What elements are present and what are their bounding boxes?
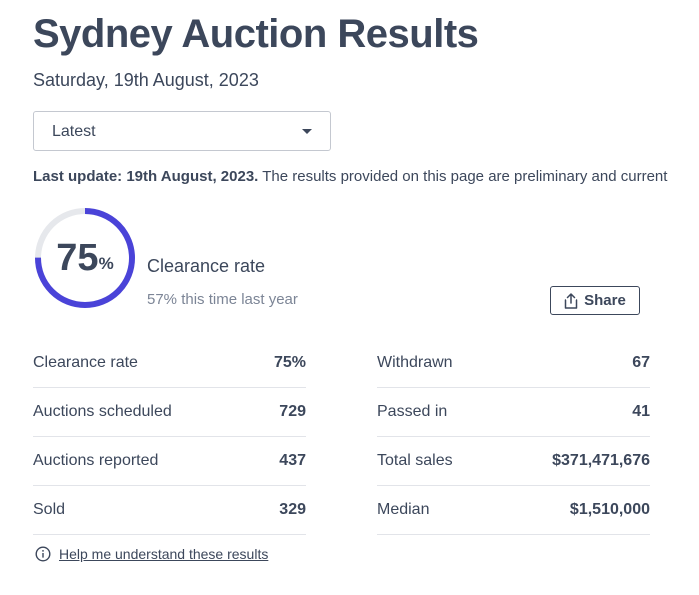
select-value: Latest	[52, 123, 96, 140]
stat-value: 41	[632, 403, 650, 420]
stat-row-clearance-rate: Clearance rate 75%	[33, 339, 306, 388]
last-update-note: Last update: 19th August, 2023. The resu…	[33, 168, 699, 185]
clearance-rate-label: Clearance rate	[147, 256, 266, 276]
stat-value: 329	[279, 501, 306, 518]
share-label: Share	[584, 292, 626, 309]
stats-table-right: Withdrawn 67 Passed in 41 Total sales $3…	[377, 339, 650, 535]
stat-row-sold: Sold 329	[33, 486, 306, 535]
stat-value: 75%	[273, 354, 306, 371]
stat-label: Auctions reported	[33, 452, 159, 469]
stats-table-left: Clearance rate 75% Auctions scheduled 72…	[33, 339, 306, 535]
clearance-rate-gauge	[35, 208, 135, 308]
help-link[interactable]: Help me understand these results	[35, 546, 268, 562]
info-icon	[35, 546, 51, 562]
stat-row-median: Median $1,510,000	[377, 486, 650, 535]
gauge-number: 75	[56, 236, 99, 279]
share-button[interactable]: Share	[550, 286, 640, 315]
stat-label: Median	[377, 501, 430, 518]
results-period-select[interactable]: Latest	[33, 111, 331, 151]
stat-row-auctions-reported: Auctions reported 437	[33, 437, 306, 486]
gauge-unit: %	[98, 254, 114, 273]
stat-label: Passed in	[377, 403, 448, 420]
stat-label: Sold	[33, 501, 66, 518]
last-year-comparison: 57% this time last year	[147, 291, 298, 308]
stat-row-passed-in: Passed in 41	[377, 388, 650, 437]
page-title: Sydney Auction Results	[33, 12, 479, 56]
stat-value: $371,471,676	[552, 452, 650, 469]
stat-row-auctions-scheduled: Auctions scheduled 729	[33, 388, 306, 437]
chevron-down-icon	[302, 129, 312, 134]
stat-label: Total sales	[377, 452, 453, 469]
update-disclaimer: The results provided on this page are pr…	[258, 168, 668, 185]
gauge-value: 75%	[33, 206, 137, 310]
stat-label: Auctions scheduled	[33, 403, 172, 420]
share-icon	[564, 292, 578, 309]
stat-label: Clearance rate	[33, 354, 138, 371]
gauge-arc	[35, 208, 135, 308]
stat-row-total-sales: Total sales $371,471,676	[377, 437, 650, 486]
stat-value: 437	[279, 452, 306, 469]
stat-label: Withdrawn	[377, 354, 453, 371]
help-link-label: Help me understand these results	[59, 546, 269, 562]
stat-value: 729	[279, 403, 306, 420]
stat-value: $1,510,000	[569, 501, 650, 518]
last-update-date: Last update: 19th August, 2023.	[33, 168, 259, 185]
stat-row-withdrawn: Withdrawn 67	[377, 339, 650, 388]
stat-value: 67	[632, 354, 650, 371]
auction-date: Saturday, 19th August, 2023	[33, 70, 259, 90]
